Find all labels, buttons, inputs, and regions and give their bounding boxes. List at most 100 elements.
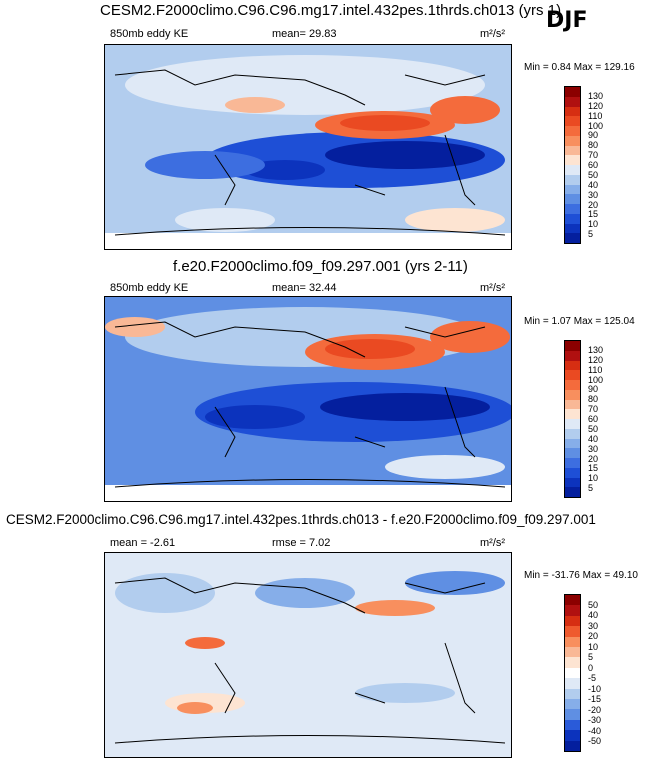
colorbar-tick-label: 100 xyxy=(588,120,604,131)
colorbar-tick-label: 50 xyxy=(588,599,599,610)
panel1-units: m²/s² xyxy=(480,28,506,40)
colorbar-tick-label: -40 xyxy=(588,725,602,736)
colorbar-tick-label: 90 xyxy=(588,130,599,141)
colorbar-segment xyxy=(565,126,580,136)
panel3-map xyxy=(104,552,512,758)
season-label: DJF xyxy=(546,8,588,33)
panel3-rmse: rmse = 7.02 xyxy=(272,537,331,549)
colorbar-segment xyxy=(565,370,580,380)
colorbar-segment xyxy=(565,699,580,710)
colorbar-segment xyxy=(565,438,580,449)
colorbar-tick-label: 60 xyxy=(588,160,599,170)
colorbar-segment xyxy=(565,477,580,488)
colorbar-segment xyxy=(565,409,580,419)
colorbar-segment xyxy=(565,106,580,117)
colorbar-segment xyxy=(565,458,580,468)
colorbar-tick-label: 20 xyxy=(588,453,599,464)
colorbar-tick-label: 10 xyxy=(588,473,599,484)
colorbar-segment xyxy=(565,184,580,195)
panel3-colorbar xyxy=(564,594,581,752)
colorbar-segment xyxy=(565,730,580,741)
colorbar-tick-label: 130 xyxy=(588,344,604,355)
colorbar-segment xyxy=(565,667,580,679)
panel1-minmax: Min = 0.84 Max = 129.16 xyxy=(524,62,635,73)
colorbar-segment xyxy=(565,145,580,156)
panel2-minmax: Min = 1.07 Max = 125.04 xyxy=(524,316,635,327)
colorbar-tick-label: 0 xyxy=(588,662,594,673)
colorbar-segment xyxy=(565,87,580,97)
colorbar-tick-label: 10 xyxy=(588,219,599,230)
colorbar-tick-label: -15 xyxy=(588,694,602,705)
colorbar-segment xyxy=(565,341,580,351)
colorbar-segment xyxy=(565,165,580,175)
colorbar-segment xyxy=(565,204,580,214)
colorbar-segment xyxy=(565,213,580,224)
colorbar-tick-label: 50 xyxy=(588,169,599,180)
colorbar-segment xyxy=(565,399,580,410)
colorbar-segment xyxy=(565,487,580,497)
colorbar-segment xyxy=(565,135,580,146)
colorbar-segment xyxy=(565,740,580,752)
colorbar-segment xyxy=(565,688,580,700)
colorbar-tick-label: -10 xyxy=(588,683,602,694)
colorbar-segment xyxy=(565,233,580,243)
colorbar-tick-label: -5 xyxy=(588,673,597,684)
colorbar-tick-label: -30 xyxy=(588,715,602,726)
colorbar-segment xyxy=(565,380,580,390)
colorbar-tick-label: 80 xyxy=(588,394,599,405)
panel2-map xyxy=(104,296,512,502)
colorbar-segment xyxy=(565,428,580,439)
panel3-mean: mean = -2.61 xyxy=(110,537,176,549)
panel3-minmax: Min = -31.76 Max = 49.10 xyxy=(524,570,638,581)
colorbar-segment xyxy=(565,678,580,689)
colorbar-segment xyxy=(565,223,580,234)
colorbar-tick-label: 100 xyxy=(588,374,604,385)
colorbar-tick-label: 50 xyxy=(588,423,599,434)
panel2-units: m²/s² xyxy=(480,282,506,294)
colorbar-segment xyxy=(565,615,580,627)
colorbar-tick-label: 30 xyxy=(588,620,599,631)
colorbar-segment xyxy=(565,389,580,400)
panel1-mean: mean= 29.83 xyxy=(272,28,337,40)
colorbar-tick-label: 130 xyxy=(588,90,604,101)
colorbar-tick-label: 90 xyxy=(588,384,599,395)
colorbar-segment xyxy=(565,116,580,126)
colorbar-tick-label: 15 xyxy=(588,463,599,474)
colorbar-tick-label: 120 xyxy=(588,100,604,111)
panel3-units: m²/s² xyxy=(480,537,506,549)
colorbar-tick-label: 120 xyxy=(588,354,604,365)
colorbar-tick-label: 10 xyxy=(588,641,599,652)
colorbar-segment xyxy=(565,467,580,478)
colorbar-tick-label: 5 xyxy=(588,483,594,494)
colorbar-tick-label: 110 xyxy=(588,110,603,121)
panel1-title: CESM2.F2000climo.C96.C96.mg17.intel.432p… xyxy=(100,2,562,19)
colorbar-tick-label: 40 xyxy=(588,433,599,444)
colorbar-tick-label: 70 xyxy=(588,404,599,415)
colorbar-segment xyxy=(565,350,580,361)
colorbar-tick-label: 20 xyxy=(588,631,599,642)
panel1-colorbar xyxy=(564,86,581,244)
panel2-title: f.e20.F2000climo.f09_f09.297.001 (yrs 2-… xyxy=(173,258,468,275)
colorbar-tick-label: 5 xyxy=(588,229,594,240)
colorbar-tick-label: 30 xyxy=(588,443,599,454)
panel1-map xyxy=(104,44,512,250)
colorbar-segment xyxy=(565,96,580,107)
colorbar-tick-label: 70 xyxy=(588,150,599,161)
colorbar-segment xyxy=(565,595,580,606)
colorbar-segment xyxy=(565,360,580,371)
panel2-mean: mean= 32.44 xyxy=(272,282,337,294)
colorbar-segment xyxy=(565,657,580,668)
panel3-title: CESM2.F2000climo.C96.C96.mg17.intel.432p… xyxy=(6,512,596,527)
colorbar-tick-label: 30 xyxy=(588,189,599,200)
colorbar-tick-label: 20 xyxy=(588,199,599,210)
colorbar-tick-label: 60 xyxy=(588,414,599,424)
colorbar-segment xyxy=(565,626,580,637)
colorbar-segment xyxy=(565,194,580,204)
colorbar-segment xyxy=(565,155,580,165)
colorbar-tick-label: 40 xyxy=(588,610,599,621)
colorbar-tick-label: 5 xyxy=(588,652,594,663)
colorbar-segment xyxy=(565,174,580,185)
colorbar-segment xyxy=(565,719,580,731)
panel2-field-label: 850mb eddy KE xyxy=(110,282,189,294)
colorbar-tick-label: -20 xyxy=(588,704,602,715)
